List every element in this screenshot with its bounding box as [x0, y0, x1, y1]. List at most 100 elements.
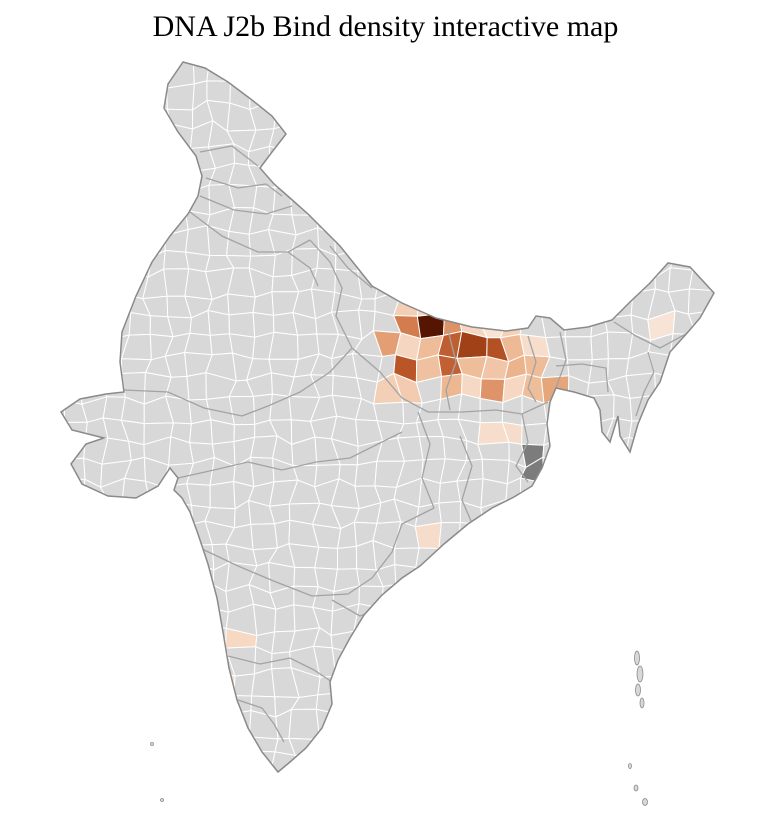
- district-cell[interactable]: [333, 209, 363, 236]
- district-cell[interactable]: [673, 773, 692, 801]
- district-cell[interactable]: [101, 226, 128, 257]
- district-cell[interactable]: [396, 603, 423, 635]
- district-cell[interactable]: [354, 460, 378, 487]
- district-cell[interactable]: [206, 80, 232, 104]
- district-cell[interactable]: [710, 270, 739, 292]
- district-cell[interactable]: [79, 203, 110, 234]
- district-cell[interactable]: [688, 99, 719, 132]
- district-cell[interactable]: [435, 233, 467, 249]
- district-cell[interactable]: [607, 583, 628, 610]
- district-cell[interactable]: [165, 688, 189, 720]
- district-cell[interactable]: [567, 798, 588, 815]
- district-cell[interactable]: [524, 668, 552, 699]
- district-cell[interactable]: [524, 58, 546, 86]
- district-cell[interactable]: [505, 291, 525, 319]
- district-cell[interactable]: [581, 209, 615, 233]
- district-cell[interactable]: [312, 120, 337, 146]
- district-cell[interactable]: [206, 757, 237, 782]
- district-cell[interactable]: [521, 232, 543, 251]
- district-cell[interactable]: [39, 500, 66, 530]
- district-cell[interactable]: [65, 795, 83, 815]
- district-cell[interactable]: [145, 605, 170, 635]
- district-cell[interactable]: [562, 774, 584, 800]
- district-cell[interactable]: [567, 146, 593, 169]
- district-cell[interactable]: [186, 605, 208, 628]
- district-cell[interactable]: [479, 647, 503, 678]
- district-cell[interactable]: [312, 793, 340, 815]
- district-cell[interactable]: [437, 246, 467, 277]
- district-cell[interactable]: [233, 673, 256, 697]
- district-cell[interactable]: [435, 729, 462, 761]
- district-cell[interactable]: [676, 144, 694, 168]
- district-cell[interactable]: [518, 102, 544, 129]
- district-cell[interactable]: [359, 225, 384, 259]
- district-cell[interactable]: [519, 291, 552, 317]
- district-cell[interactable]: [381, 583, 402, 614]
- district-cell[interactable]: [542, 797, 572, 815]
- district-cell[interactable]: [518, 83, 546, 105]
- district-cell[interactable]: [422, 777, 442, 803]
- district-cell[interactable]: [540, 248, 572, 278]
- district-cell[interactable]: [708, 751, 737, 779]
- district-cell[interactable]: [63, 316, 85, 338]
- district-cell[interactable]: [166, 611, 191, 631]
- district-cell[interactable]: [479, 803, 503, 815]
- district-cell[interactable]: [730, 692, 760, 717]
- district-cell[interactable]: [710, 565, 738, 591]
- district-cell[interactable]: [651, 668, 671, 698]
- district-cell[interactable]: [290, 99, 315, 132]
- district-cell[interactable]: [737, 625, 762, 647]
- district-cell[interactable]: [378, 246, 398, 279]
- district-cell[interactable]: [713, 795, 738, 815]
- district-cell[interactable]: [206, 46, 237, 67]
- district-cell[interactable]: [588, 583, 613, 610]
- district-cell[interactable]: [716, 129, 740, 147]
- district-cell[interactable]: [687, 79, 715, 109]
- district-cell[interactable]: [62, 668, 84, 692]
- district-cell[interactable]: [122, 668, 151, 699]
- district-cell[interactable]: [359, 207, 384, 231]
- district-cell[interactable]: [417, 583, 447, 609]
- district-cell[interactable]: [380, 799, 398, 815]
- district-cell[interactable]: [500, 647, 531, 678]
- district-cell[interactable]: [312, 186, 340, 216]
- district-cell[interactable]: [120, 103, 151, 132]
- district-cell[interactable]: [541, 608, 570, 634]
- district-cell[interactable]: [102, 521, 129, 547]
- district-cell[interactable]: [499, 630, 529, 654]
- district-cell[interactable]: [735, 144, 757, 168]
- district-cell[interactable]: [606, 103, 631, 129]
- district-cell[interactable]: [414, 522, 442, 550]
- district-cell[interactable]: [546, 162, 569, 193]
- district-cell[interactable]: [100, 796, 123, 815]
- district-cell[interactable]: [709, 60, 739, 88]
- district-cell[interactable]: [331, 41, 363, 64]
- district-cell[interactable]: [207, 309, 231, 336]
- district-cell[interactable]: [523, 40, 552, 69]
- district-cell[interactable]: [40, 146, 66, 173]
- district-cell[interactable]: [44, 251, 69, 277]
- district-cell[interactable]: [609, 711, 628, 740]
- district-cell[interactable]: [41, 648, 64, 671]
- district-cell[interactable]: [603, 457, 634, 485]
- district-cell[interactable]: [687, 441, 719, 466]
- district-cell[interactable]: [40, 162, 66, 191]
- district-cell[interactable]: [289, 83, 316, 105]
- district-cell[interactable]: [249, 81, 278, 111]
- district-cell[interactable]: [39, 733, 69, 763]
- district-cell[interactable]: [609, 166, 633, 195]
- district-cell[interactable]: [439, 292, 465, 316]
- district-cell[interactable]: [483, 607, 506, 633]
- district-cell[interactable]: [477, 45, 507, 65]
- district-cell[interactable]: [40, 372, 66, 402]
- district-cell[interactable]: [671, 233, 693, 257]
- district-cell[interactable]: [334, 713, 358, 735]
- district-cell[interactable]: [79, 545, 108, 567]
- district-cell[interactable]: [60, 624, 88, 651]
- district-cell[interactable]: [43, 78, 69, 105]
- district-cell[interactable]: [80, 121, 111, 153]
- district-cell[interactable]: [143, 587, 174, 613]
- district-cell[interactable]: [456, 521, 489, 551]
- district-cell[interactable]: [589, 500, 612, 532]
- district-cell[interactable]: [586, 624, 615, 657]
